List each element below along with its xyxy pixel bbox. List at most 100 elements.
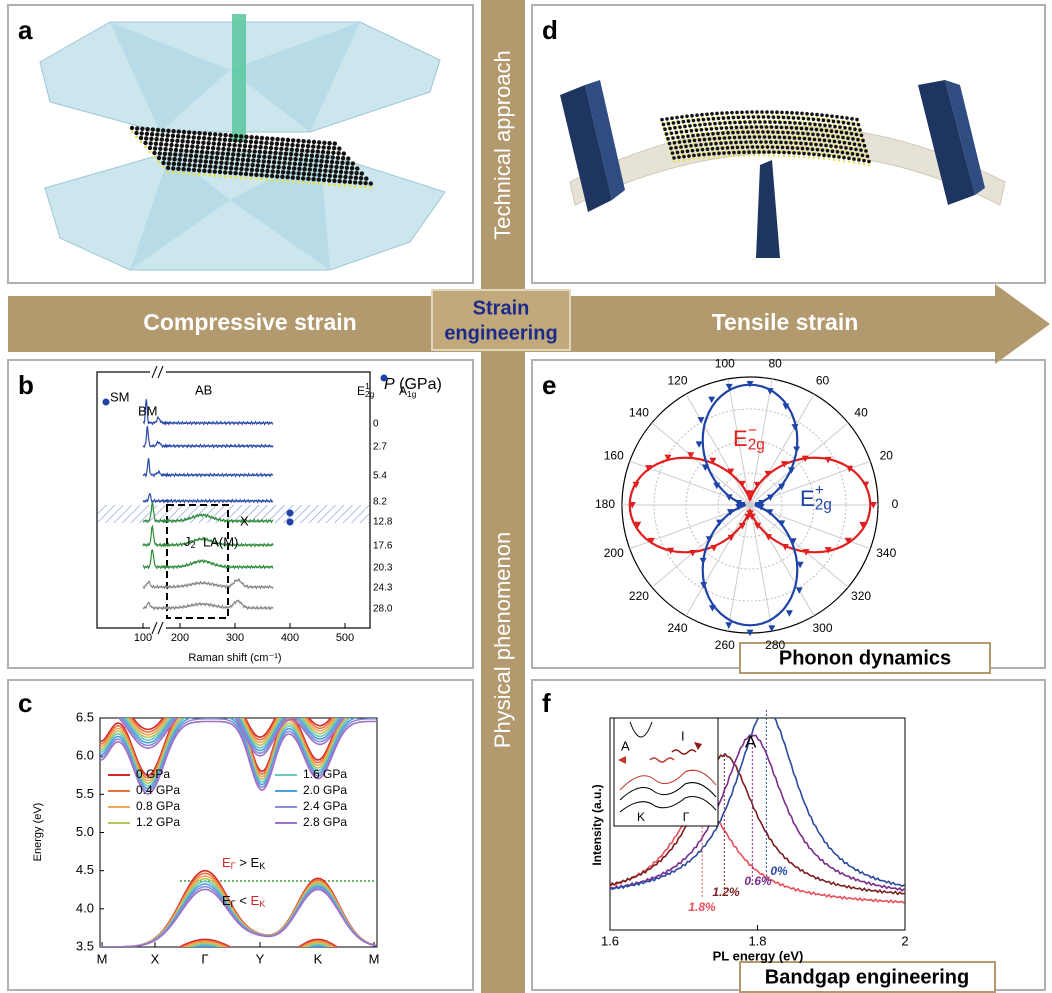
atom: [721, 146, 725, 150]
atom: [152, 151, 156, 155]
atom: [297, 167, 301, 171]
inset-label: Γ: [683, 810, 690, 824]
atom: [194, 154, 198, 158]
text-sub: K: [259, 900, 265, 910]
text-sub: 2g: [815, 496, 832, 513]
atom: [698, 123, 702, 127]
atom: [204, 159, 208, 163]
atom: [843, 141, 847, 145]
atom: [695, 113, 699, 117]
atom: [751, 130, 755, 134]
atom: [832, 155, 836, 159]
atom: [692, 154, 696, 158]
atom: [683, 159, 685, 161]
atom: [697, 118, 701, 122]
atom: [678, 140, 682, 144]
atom: [806, 132, 810, 136]
atom: [718, 121, 722, 125]
atom: [728, 121, 732, 125]
atom: [680, 115, 684, 119]
atom: [234, 134, 238, 138]
atom: [198, 159, 202, 163]
atom: [861, 139, 865, 143]
atom: [226, 152, 230, 156]
atom: [846, 136, 850, 140]
atom: [801, 132, 805, 136]
atom: [325, 155, 329, 159]
atom: [308, 167, 312, 171]
atom: [803, 137, 807, 141]
atom: [211, 146, 215, 150]
atom: [224, 166, 228, 170]
atom: [795, 126, 799, 130]
atom: [316, 149, 320, 153]
x-axis-label: Raman shift (cm⁻¹): [188, 652, 281, 664]
pressure-label: 8.2: [373, 497, 387, 508]
atom: [333, 174, 337, 178]
atom: [701, 133, 705, 137]
atom: [687, 119, 691, 123]
atom: [752, 150, 756, 154]
atom: [312, 140, 316, 144]
atom: [672, 156, 676, 160]
k-point-label: M: [369, 951, 380, 966]
atom: [757, 150, 761, 154]
atom: [167, 171, 170, 174]
atom: [192, 135, 196, 139]
atom: [239, 134, 243, 138]
angle-label: 240: [667, 621, 687, 635]
atom: [713, 137, 717, 141]
atom: [140, 131, 144, 135]
atom: [314, 159, 318, 163]
atom: [740, 125, 744, 129]
x-tick-label: 200: [171, 632, 189, 644]
atom: [709, 142, 713, 146]
atom: [159, 142, 163, 146]
atom: [135, 136, 138, 139]
atom: [737, 151, 741, 155]
atom: [748, 154, 750, 156]
legend-label: 2.4 GPa: [303, 799, 347, 813]
inset-label: A: [621, 738, 630, 753]
atom: [859, 148, 863, 152]
atom: [269, 146, 273, 150]
atom: [334, 169, 338, 173]
atom: [838, 159, 840, 161]
atom: [158, 161, 161, 164]
atom: [801, 147, 805, 151]
atom: [185, 144, 189, 148]
atom: [195, 149, 199, 153]
vertical-bottom: Physical phenomenon: [490, 532, 515, 748]
atom: [331, 155, 335, 159]
atom: [218, 137, 222, 141]
atom: [792, 151, 796, 155]
atom: [253, 149, 257, 153]
atom: [270, 137, 274, 141]
atom: [810, 112, 814, 116]
atom: [811, 132, 815, 136]
atom: [231, 152, 235, 156]
annotation: EΓ < EK: [222, 893, 265, 909]
atom: [227, 147, 231, 151]
atom: [707, 152, 711, 156]
atom: [163, 147, 167, 151]
atom: [779, 141, 783, 145]
atom: [785, 126, 789, 130]
atom: [322, 141, 326, 145]
atom: [782, 151, 786, 155]
atom: [176, 134, 180, 138]
atom: [245, 163, 249, 167]
atom: [278, 156, 282, 160]
atom: [140, 141, 143, 144]
atom: [257, 154, 261, 158]
atom: [796, 131, 800, 135]
atom: [198, 164, 202, 168]
y-axis-label: Intensity (a.u.): [590, 784, 604, 865]
atom: [781, 146, 785, 150]
atom: [364, 176, 368, 180]
atom: [250, 168, 254, 172]
atom: [299, 153, 303, 157]
atom: [221, 147, 225, 151]
atom: [812, 153, 816, 157]
atom: [693, 124, 697, 128]
